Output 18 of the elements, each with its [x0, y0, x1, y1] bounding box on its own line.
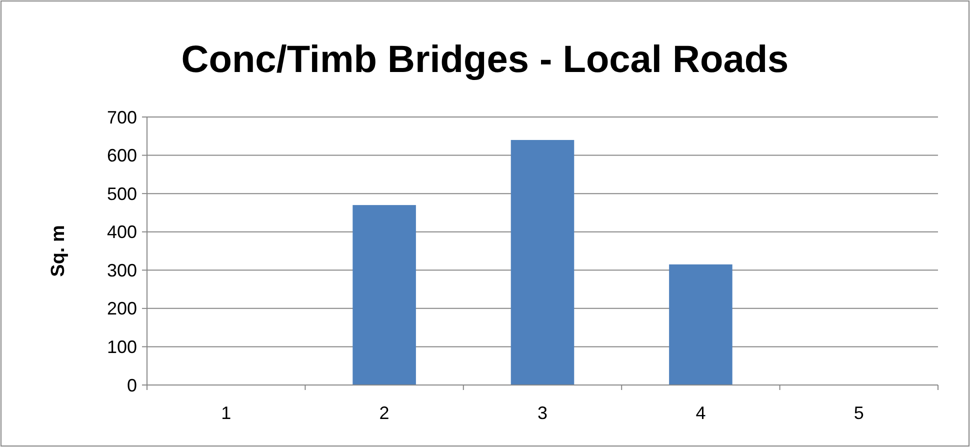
y-tick-label: 700 [106, 107, 137, 128]
y-tick-label: 500 [106, 184, 137, 204]
y-tick-label: 100 [106, 337, 137, 358]
y-tick-label: 200 [106, 298, 137, 319]
x-tick-label: 4 [696, 403, 706, 423]
bar [352, 205, 416, 385]
x-tick-label: 1 [221, 403, 232, 423]
chart-title: Conc/Timb Bridges - Local Roads [181, 39, 789, 81]
y-tick-label: 300 [106, 260, 137, 280]
y-tick-label: 0 [126, 375, 137, 396]
bar [510, 140, 574, 385]
x-tick-label: 3 [537, 403, 548, 423]
y-tick-label: 600 [106, 146, 137, 166]
x-tick-label: 2 [379, 403, 390, 423]
bar [669, 264, 732, 385]
y-tick-label: 400 [106, 222, 137, 242]
y-axis-title: Sq. m [48, 225, 69, 277]
x-tick-label: 5 [854, 403, 864, 423]
